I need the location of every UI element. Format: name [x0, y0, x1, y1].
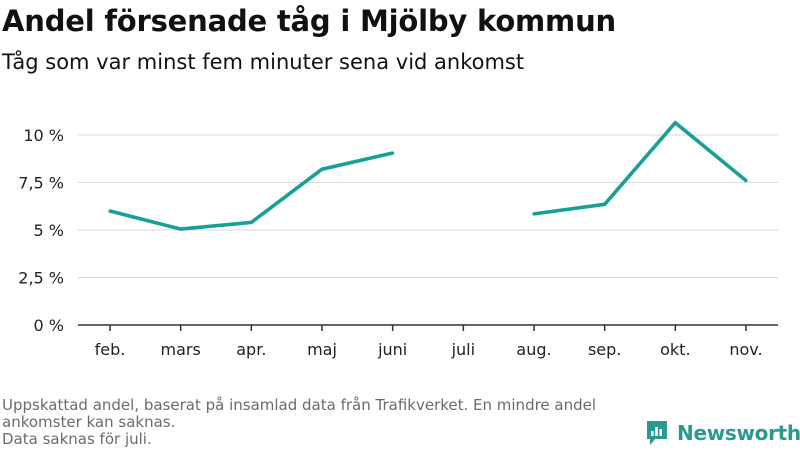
data-point: [603, 202, 607, 206]
newsworthy-logo-icon: [647, 421, 667, 445]
brand-logo: Newsworthy: [645, 419, 800, 447]
y-tick-label: 0 %: [34, 316, 64, 335]
data-point: [320, 167, 324, 171]
data-point: [744, 179, 748, 183]
data-point: [532, 212, 536, 216]
series-line: [108, 120, 748, 231]
grid-lines: [78, 134, 778, 278]
footnote: Uppskattad andel, baserat på insamlad da…: [2, 397, 627, 448]
y-tick-label: 10 %: [23, 126, 64, 145]
y-tick-label: 7,5 %: [18, 174, 64, 193]
x-axis: feb. mars apr. maj juni juli aug. sep. okt. nov.: [78, 324, 778, 359]
data-point: [673, 121, 677, 125]
x-tick-label: sep.: [588, 340, 621, 359]
y-tick-label: 5 %: [34, 221, 64, 240]
data-point: [179, 227, 183, 231]
x-tick-label: feb.: [95, 340, 126, 359]
x-tick-label: aug.: [516, 340, 551, 359]
x-tick-label: juni: [377, 340, 407, 359]
x-tick-label: okt.: [660, 340, 690, 359]
series-line-segment: [109, 151, 394, 231]
data-point: [391, 151, 395, 155]
x-tick-label: maj: [307, 340, 337, 359]
series-line-segment: [533, 120, 748, 216]
x-tick-label: nov.: [729, 340, 762, 359]
data-point: [249, 220, 253, 224]
x-tick-label: juli: [451, 340, 475, 359]
line-chart: 0 % 2,5 % 5 % 7,5 % 10 % feb. mars apr. maj juni…: [18, 120, 778, 359]
x-tick-label: mars: [161, 340, 201, 359]
y-tick-label: 2,5 %: [18, 269, 64, 288]
chart-title: Andel försenade tåg i Mjölby kommun: [2, 4, 616, 38]
x-tick-label: apr.: [236, 340, 266, 359]
brand-name: Newsworthy: [677, 421, 800, 445]
data-point: [108, 209, 112, 213]
footnote-missing-data: Data saknas för juli.: [2, 430, 152, 448]
y-tick-labels: 0 % 2,5 % 5 % 7,5 % 10 %: [18, 126, 64, 335]
chart-subtitle: Tåg som var minst fem minuter sena vid a…: [2, 50, 525, 74]
footnote-source: Uppskattad andel, baserat på insamlad da…: [2, 396, 597, 431]
